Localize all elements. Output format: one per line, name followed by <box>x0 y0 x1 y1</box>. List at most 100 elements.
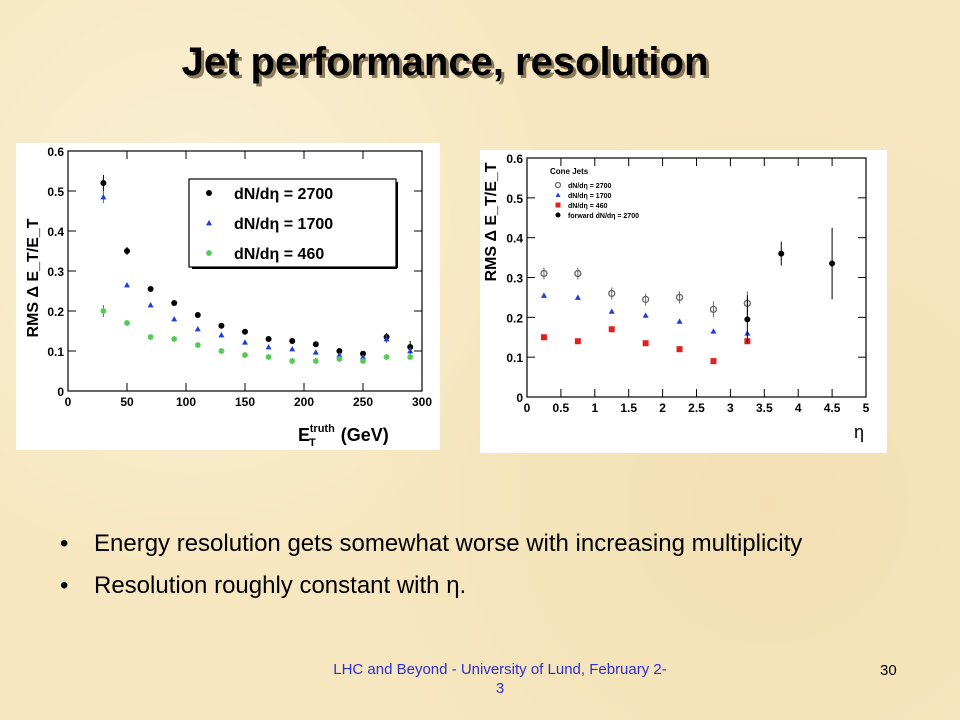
data-point <box>709 305 718 314</box>
x-tick-label: 250 <box>353 395 373 409</box>
x-tick-label: 5 <box>863 401 870 415</box>
x-tick-label: 2 <box>659 401 666 415</box>
bullet-list: • Energy resolution gets somewhat worse … <box>60 530 900 614</box>
bullet-dot: • <box>60 530 69 557</box>
slide-title: Jet performance, resolution <box>181 40 709 84</box>
data-point <box>289 358 296 364</box>
data-point <box>100 194 107 200</box>
x-tick-label: 1 <box>591 401 598 415</box>
y-axis-label: RMS Δ E_T/E_T <box>483 162 500 281</box>
data-point <box>171 336 178 342</box>
data-point <box>608 289 616 298</box>
data-point <box>265 336 272 342</box>
data-point <box>171 316 178 322</box>
data-point <box>194 342 201 348</box>
x-tick-label: 2.5 <box>688 401 705 415</box>
y-tick-label: 0 <box>57 385 64 399</box>
x-tick-label: 3.5 <box>756 401 773 415</box>
data-point <box>242 352 248 358</box>
x-tick-label: 200 <box>294 395 314 409</box>
series-3 <box>744 227 836 344</box>
x-tick-label: 150 <box>235 395 255 409</box>
legend-label: dN/dη = 1700 <box>568 193 611 200</box>
x-axis-label: η <box>854 422 864 442</box>
bullet-dot: • <box>60 572 69 599</box>
footer-text: LHC and Beyond - University of Lund, Feb… <box>333 661 667 697</box>
y-tick-label: 0.1 <box>47 345 64 359</box>
data-point <box>360 350 366 357</box>
data-point <box>147 334 154 340</box>
data-point <box>574 269 582 278</box>
data-point <box>407 348 414 354</box>
y-tick-label: 0.6 <box>506 152 523 166</box>
data-point <box>312 349 319 355</box>
bullet-item: • Resolution roughly constant with η. <box>60 572 900 600</box>
series-2 <box>100 305 414 364</box>
legend-marker <box>206 220 212 226</box>
data-point <box>676 318 683 324</box>
x-tick-label: 3 <box>727 401 734 415</box>
y-tick-label: 0.1 <box>506 351 523 365</box>
y-tick-label: 0.4 <box>506 232 523 246</box>
x-tick-label: 0 <box>524 401 531 415</box>
data-point <box>124 320 130 326</box>
x-tick-label: 1.5 <box>620 401 637 415</box>
data-point <box>218 348 225 354</box>
x-tick-label: 4.5 <box>824 401 841 415</box>
data-point <box>218 332 225 338</box>
data-point <box>608 326 615 333</box>
page-number: 30 <box>880 662 897 679</box>
bullet-text: Energy resolution gets somewhat worse wi… <box>94 530 803 557</box>
data-point <box>540 292 547 298</box>
data-point <box>100 308 107 314</box>
data-point <box>407 354 414 360</box>
legend-marker <box>206 250 212 256</box>
data-point <box>574 338 581 345</box>
data-point <box>540 269 548 278</box>
legend-box <box>188 178 397 268</box>
y-axis-label: RMS Δ E_T/E_T <box>25 218 42 337</box>
x-tick-label: 0 <box>65 395 72 409</box>
y-tick-label: 0.2 <box>47 305 64 319</box>
y-tick-label: 0.5 <box>47 185 64 199</box>
data-point <box>171 300 178 306</box>
legend-marker <box>206 190 212 196</box>
data-point <box>642 312 649 318</box>
legend-label: forward dN/dη = 2700 <box>568 213 639 220</box>
data-point <box>265 344 272 350</box>
data-point <box>265 354 272 360</box>
series-2 <box>540 326 751 365</box>
data-point <box>242 339 248 345</box>
y-tick-label: 0.3 <box>47 265 64 279</box>
data-point <box>242 328 248 335</box>
et-resolution-plot: 0 50 100 150 200 250 300 0 0.1 0.2 0.3 0.4 0.5 0.6 dN/… <box>25 145 432 449</box>
eta-resolution-chart: 0 0.5 1 1.5 2 2.5 3 3.5 4 4.5 5 0 0.1 0.2 0.3 0.4 0.5 0.6… <box>480 150 887 453</box>
eta-resolution-plot: 0 0.5 1 1.5 2 2.5 3 3.5 4 4.5 5 0 0.1 0.2 0.3 0.4 0.5 0.6… <box>483 152 870 442</box>
legend-label: dN/dη = 460 <box>568 203 608 210</box>
data-point <box>336 356 343 362</box>
x-tick-label: 4 <box>795 401 802 415</box>
data-point <box>289 346 296 352</box>
data-point <box>124 248 130 254</box>
data-point <box>312 341 319 348</box>
data-point <box>383 336 390 342</box>
legend-marker <box>555 192 561 197</box>
data-point <box>124 282 130 288</box>
data-point <box>710 328 717 334</box>
data-point <box>336 352 343 358</box>
data-point <box>778 250 785 257</box>
data-point <box>383 354 390 360</box>
data-point <box>710 358 717 365</box>
y-tick-label: 0.6 <box>47 145 64 159</box>
data-point <box>642 340 649 347</box>
data-point <box>675 293 684 302</box>
data-point <box>676 346 683 353</box>
data-point <box>194 312 201 318</box>
y-tick-label: 0.5 <box>506 192 523 206</box>
y-tick-label: 0.4 <box>47 225 64 239</box>
legend-label: dN/dη = 2700 <box>568 183 611 190</box>
series-0 <box>540 267 752 318</box>
x-tick-label: 0.5 <box>553 401 570 415</box>
data-point <box>641 295 650 304</box>
y-tick-label: 0 <box>516 391 523 405</box>
